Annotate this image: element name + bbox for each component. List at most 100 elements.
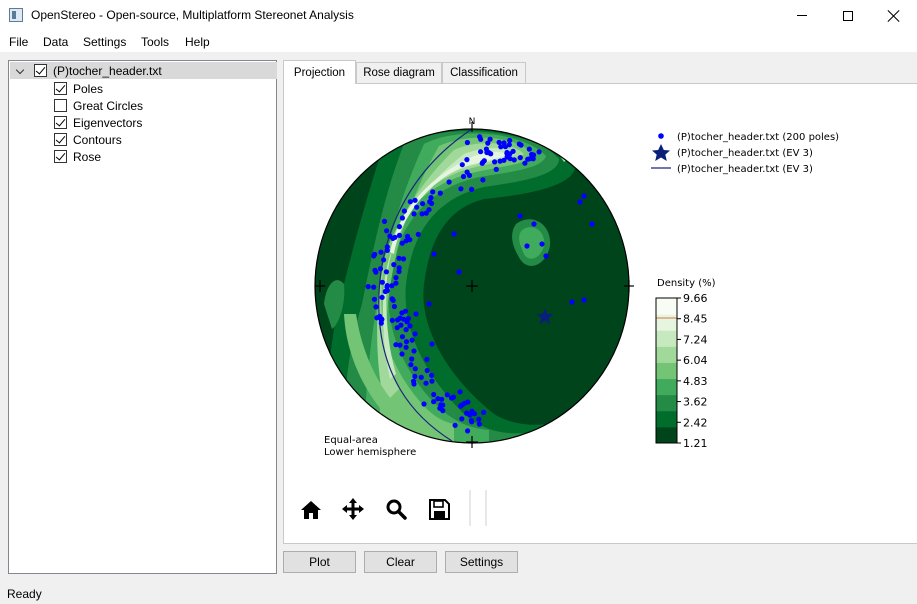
tree-item-eigenvectors[interactable]: Eigenvectors	[54, 114, 142, 131]
pole-point	[408, 362, 414, 368]
pole-point	[501, 157, 507, 163]
pole-point	[488, 151, 494, 157]
colorbar-band	[656, 346, 677, 363]
home-icon[interactable]	[301, 501, 321, 519]
pole-point	[524, 243, 530, 249]
pole-point	[393, 275, 399, 281]
menu-tools[interactable]: Tools	[141, 35, 170, 49]
checkbox-rose[interactable]	[54, 150, 67, 163]
pole-point	[476, 416, 482, 422]
tree-checkbox-file[interactable]	[34, 64, 47, 77]
tree-item-great-circles[interactable]: Great Circles	[54, 97, 143, 114]
pole-point	[384, 288, 390, 294]
pole-point	[539, 241, 545, 247]
maximize-button[interactable]	[825, 0, 871, 31]
close-button[interactable]	[871, 0, 917, 31]
clear-button[interactable]: Clear	[364, 551, 437, 573]
pole-point	[478, 149, 484, 155]
pole-point	[383, 269, 389, 275]
data-tree: (P)tocher_header.txt Poles Great Circles…	[8, 60, 277, 574]
tree-item-label: Contours	[73, 132, 122, 147]
pole-point	[412, 197, 418, 203]
pole-point	[511, 157, 517, 163]
pole-point	[391, 262, 397, 268]
projection-pane: N Equal-area Lower hemisphere (P)tocher_…	[283, 83, 917, 544]
pole-point	[466, 172, 473, 178]
zoom-icon[interactable]	[386, 499, 407, 520]
pole-point	[365, 284, 371, 290]
pole-point	[373, 269, 379, 275]
minimize-button[interactable]	[779, 0, 825, 31]
pole-point	[465, 399, 471, 405]
colorbar-band	[656, 314, 677, 331]
menu-file[interactable]: File	[9, 35, 29, 49]
pole-point	[423, 380, 429, 386]
checkbox-poles[interactable]	[54, 82, 67, 95]
tab-classification[interactable]: Classification	[442, 62, 526, 83]
pole-point	[429, 341, 435, 347]
menu-data[interactable]: Data	[43, 35, 69, 49]
pole-point	[496, 139, 502, 145]
colorbar-band	[656, 394, 677, 412]
pole-point	[458, 403, 464, 409]
colorbar-band	[656, 378, 677, 396]
pole-point	[411, 381, 417, 387]
pole-point	[464, 139, 470, 146]
pole-point	[427, 199, 433, 205]
tree-item-poles[interactable]: Poles	[54, 80, 103, 97]
menu-help[interactable]: Help	[185, 35, 210, 49]
checkbox-eigenvectors[interactable]	[54, 116, 67, 129]
pole-point	[424, 367, 430, 374]
pole-point	[412, 373, 418, 379]
pole-point	[407, 237, 413, 243]
tree-item-rose[interactable]: Rose	[54, 148, 101, 165]
pole-point	[431, 251, 437, 257]
checkbox-great-circles[interactable]	[54, 99, 67, 112]
tree-item-file[interactable]: (P)tocher_header.txt	[10, 62, 277, 79]
tab-rose-diagram[interactable]: Rose diagram	[356, 62, 442, 83]
pole-point	[397, 342, 403, 348]
save-icon[interactable]	[429, 499, 450, 520]
pole-point	[485, 140, 491, 146]
pole-point	[589, 221, 595, 227]
tree-item-label: Eigenvectors	[73, 115, 143, 130]
pole-point	[396, 255, 402, 261]
pole-point	[428, 195, 434, 201]
eigenvector-star	[536, 308, 554, 325]
pole-point	[507, 137, 513, 144]
tab-projection[interactable]: Projection	[283, 60, 356, 84]
plot-toolbar	[301, 490, 487, 526]
pole-point	[414, 204, 420, 210]
pole-points	[365, 134, 595, 434]
minimize-icon	[797, 15, 807, 16]
chevron-down-icon[interactable]	[16, 66, 26, 76]
pole-point	[501, 140, 507, 146]
tree-item-contours[interactable]: Contours	[54, 131, 122, 148]
settings-button[interactable]: Settings	[445, 551, 518, 573]
pole-point	[396, 265, 402, 271]
pole-point	[464, 157, 470, 163]
pole-point	[418, 374, 424, 380]
pole-point	[529, 151, 535, 157]
pole-point	[407, 199, 413, 205]
pole-point	[399, 215, 405, 221]
pole-point	[384, 244, 390, 250]
menu-settings[interactable]: Settings	[83, 35, 127, 49]
checkbox-contours[interactable]	[54, 133, 67, 146]
pole-point	[423, 210, 429, 216]
plot-legend: (P)tocher_header.txt (200 poles) (P)toch…	[651, 132, 839, 175]
plot-button[interactable]: Plot	[283, 551, 356, 573]
stereonet-canvas[interactable]: N Equal-area Lower hemisphere (P)tocher_…	[284, 84, 916, 543]
pole-point	[456, 269, 462, 275]
pole-point	[536, 149, 542, 155]
pole-point	[460, 173, 467, 180]
pole-point	[420, 201, 426, 207]
projection-note-hemisphere: Lower hemisphere	[324, 447, 416, 458]
colorbar-band	[656, 330, 677, 347]
pole-point	[430, 189, 436, 195]
pole-point	[493, 166, 499, 172]
pole-point	[525, 156, 531, 162]
pan-icon[interactable]	[342, 498, 364, 520]
pole-point	[373, 304, 379, 310]
legend-eigenvector: (P)tocher_header.txt (EV 3)	[677, 148, 813, 159]
